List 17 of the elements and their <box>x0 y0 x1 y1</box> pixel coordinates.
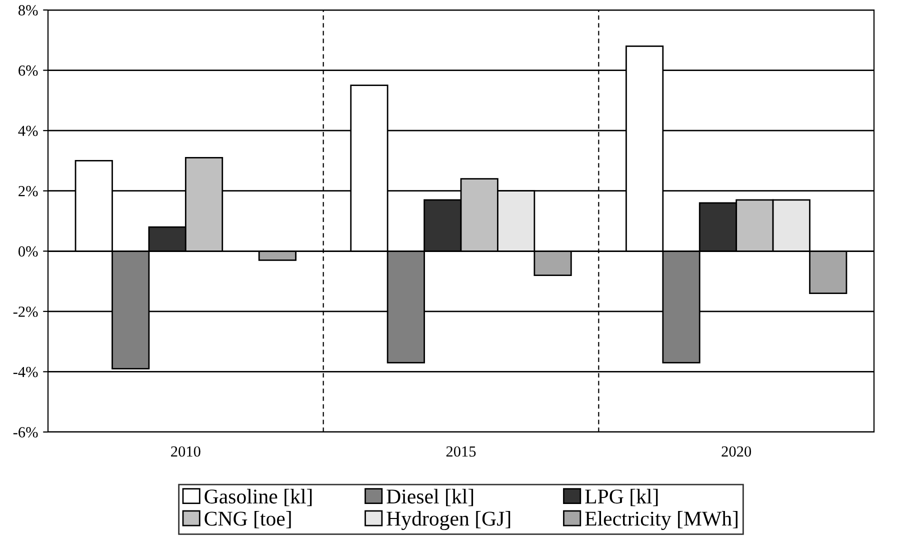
legend-label: Gasoline [kl] <box>204 488 312 506</box>
y-tick-label: 0% <box>18 246 38 257</box>
y-tick-label: 6% <box>18 65 38 76</box>
legend-label: LPG [kl] <box>585 488 658 506</box>
y-tick-label: 8% <box>18 5 38 16</box>
y-tick-label: 4% <box>18 126 38 136</box>
legend-label: CNG [toe] <box>204 511 291 528</box>
legend-label: Hydrogen [GJ] <box>386 511 510 530</box>
y-tick-label: -4% <box>13 366 38 378</box>
legend-label: Electricity [MWh] <box>585 511 738 530</box>
y-tick-label: -2% <box>13 306 38 317</box>
x-tick-label: 2010 <box>171 446 200 457</box>
y-tick-label: 2% <box>18 186 38 196</box>
legend-label: Diesel [kl] <box>386 488 474 506</box>
x-tick-label: 2020 <box>722 446 752 457</box>
x-tick-label: 2015 <box>446 446 476 457</box>
y-tick-label: -6% <box>13 427 38 438</box>
